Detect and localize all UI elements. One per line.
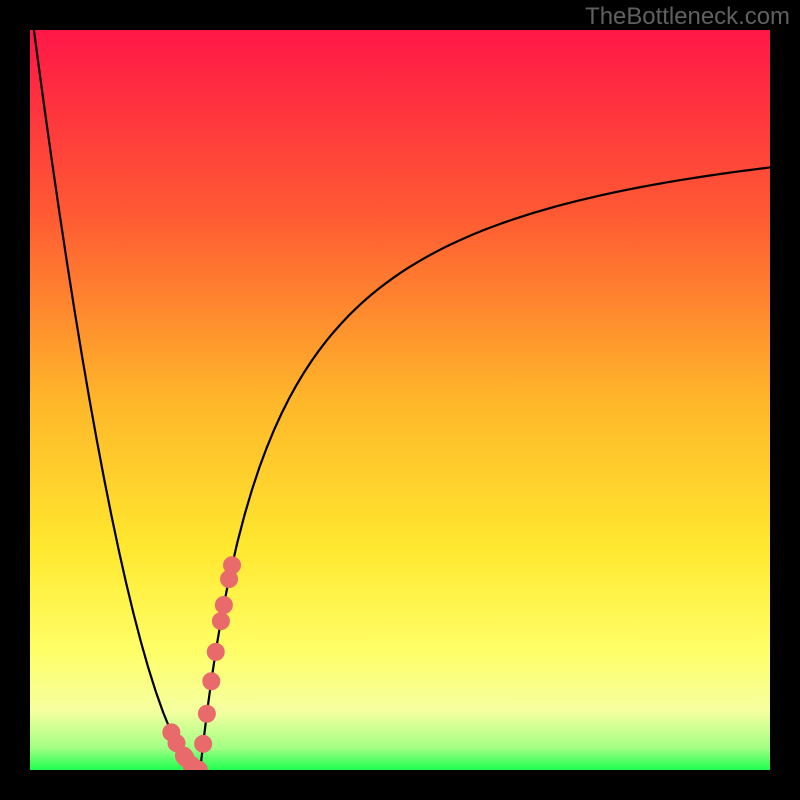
curve-marker: [207, 643, 224, 660]
curve-marker: [215, 596, 232, 613]
curve-marker: [203, 673, 220, 690]
gradient-background: [30, 30, 770, 770]
curve-marker: [224, 557, 241, 574]
curve-marker: [212, 613, 229, 630]
curve-marker: [195, 735, 212, 752]
watermark-text: TheBottleneck.com: [585, 3, 790, 30]
curve-marker: [198, 705, 215, 722]
bottleneck-curve-chart: TheBottleneck.com: [0, 0, 800, 800]
chart-svg: TheBottleneck.com: [0, 0, 800, 800]
